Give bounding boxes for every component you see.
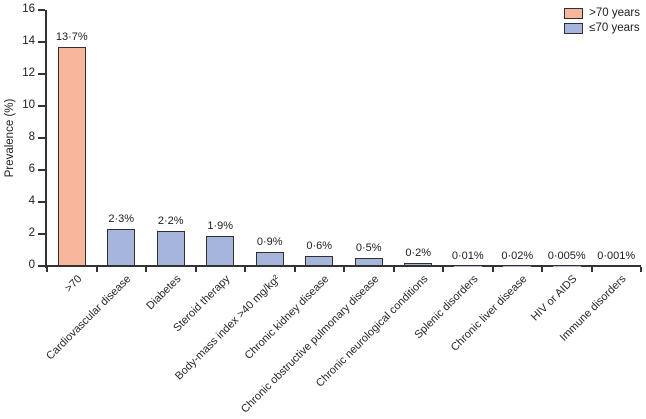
x-axis-tick: [244, 267, 246, 272]
x-axis-tick: [640, 267, 642, 272]
x-axis-tick: [95, 267, 98, 272]
x-axis-tick: [194, 267, 197, 272]
x-axis-tick: [590, 267, 593, 272]
x-axis-tick: [541, 267, 543, 272]
bar-value-label: 0·9%: [256, 235, 283, 248]
y-axis-tick-label: 16: [22, 3, 35, 15]
x-axis-tick: [145, 267, 147, 272]
x-axis-tick: [491, 267, 494, 272]
y-axis-tick-label: 10: [22, 99, 35, 111]
x-axis-line: [45, 265, 641, 267]
x-axis-tick: [343, 267, 345, 272]
bar-value-label: 13·7%: [55, 30, 88, 43]
bar-4: [255, 251, 284, 266]
bar-value-label: 0·5%: [355, 242, 382, 254]
legend-label-under-70: ≤70 years: [589, 22, 640, 34]
y-axis-tick-label: 12: [22, 67, 35, 79]
bar-7: [404, 262, 433, 266]
y-axis-tick: [38, 9, 45, 11]
legend-item-under-70: ≤70 years: [564, 22, 640, 34]
y-axis-tick: [38, 137, 45, 139]
y-axis-tick: [38, 73, 45, 75]
bar-2: [156, 230, 185, 266]
y-axis-tick-label: 6: [28, 163, 35, 175]
legend-swatch-over-70: [564, 7, 584, 19]
y-axis-tick: [38, 265, 45, 267]
y-axis-tick: [38, 233, 45, 235]
y-axis-line: [45, 10, 47, 268]
x-axis-tick: [392, 267, 395, 272]
x-axis-category-label: Immune disorders: [557, 273, 629, 344]
bar-value-label: 2·2%: [157, 214, 184, 227]
y-axis-tick-label: 0: [28, 259, 35, 271]
legend-swatch-under-70: [564, 22, 584, 34]
bar-5: [305, 256, 334, 266]
bar-value-label: 0·02%: [501, 249, 534, 262]
y-axis-tick-label: 2: [28, 227, 35, 239]
y-axis-tick-label: 4: [28, 195, 35, 207]
bar-value-label: 0·005%: [547, 249, 586, 262]
bar-value-label: 1·9%: [207, 219, 234, 232]
y-axis-tick-label: 14: [22, 35, 35, 47]
bar-6: [354, 258, 383, 266]
bar-value-label: 0·001%: [597, 249, 636, 262]
bar-value-label: 2·3%: [108, 213, 135, 226]
x-axis-tick: [46, 267, 48, 272]
y-axis-tick: [38, 169, 45, 171]
y-axis-tick: [38, 41, 45, 43]
y-axis-tick: [38, 201, 45, 203]
bar-3: [206, 235, 235, 266]
legend-label-over-70: >70 years: [589, 7, 640, 19]
bar-value-label: 0·01%: [451, 249, 484, 262]
bar-value-label: 0·2%: [405, 246, 432, 259]
x-axis-tick: [442, 267, 444, 272]
y-axis-tick-label: 8: [28, 131, 35, 143]
x-axis-tick: [293, 267, 296, 272]
bar-value-label: 0·6%: [306, 240, 333, 253]
bar-0: [57, 46, 86, 266]
legend-item-over-70: >70 years: [564, 7, 640, 19]
bar-1: [107, 229, 136, 266]
y-axis-tick: [38, 105, 45, 107]
legend: >70 years ≤70 years: [564, 7, 640, 34]
